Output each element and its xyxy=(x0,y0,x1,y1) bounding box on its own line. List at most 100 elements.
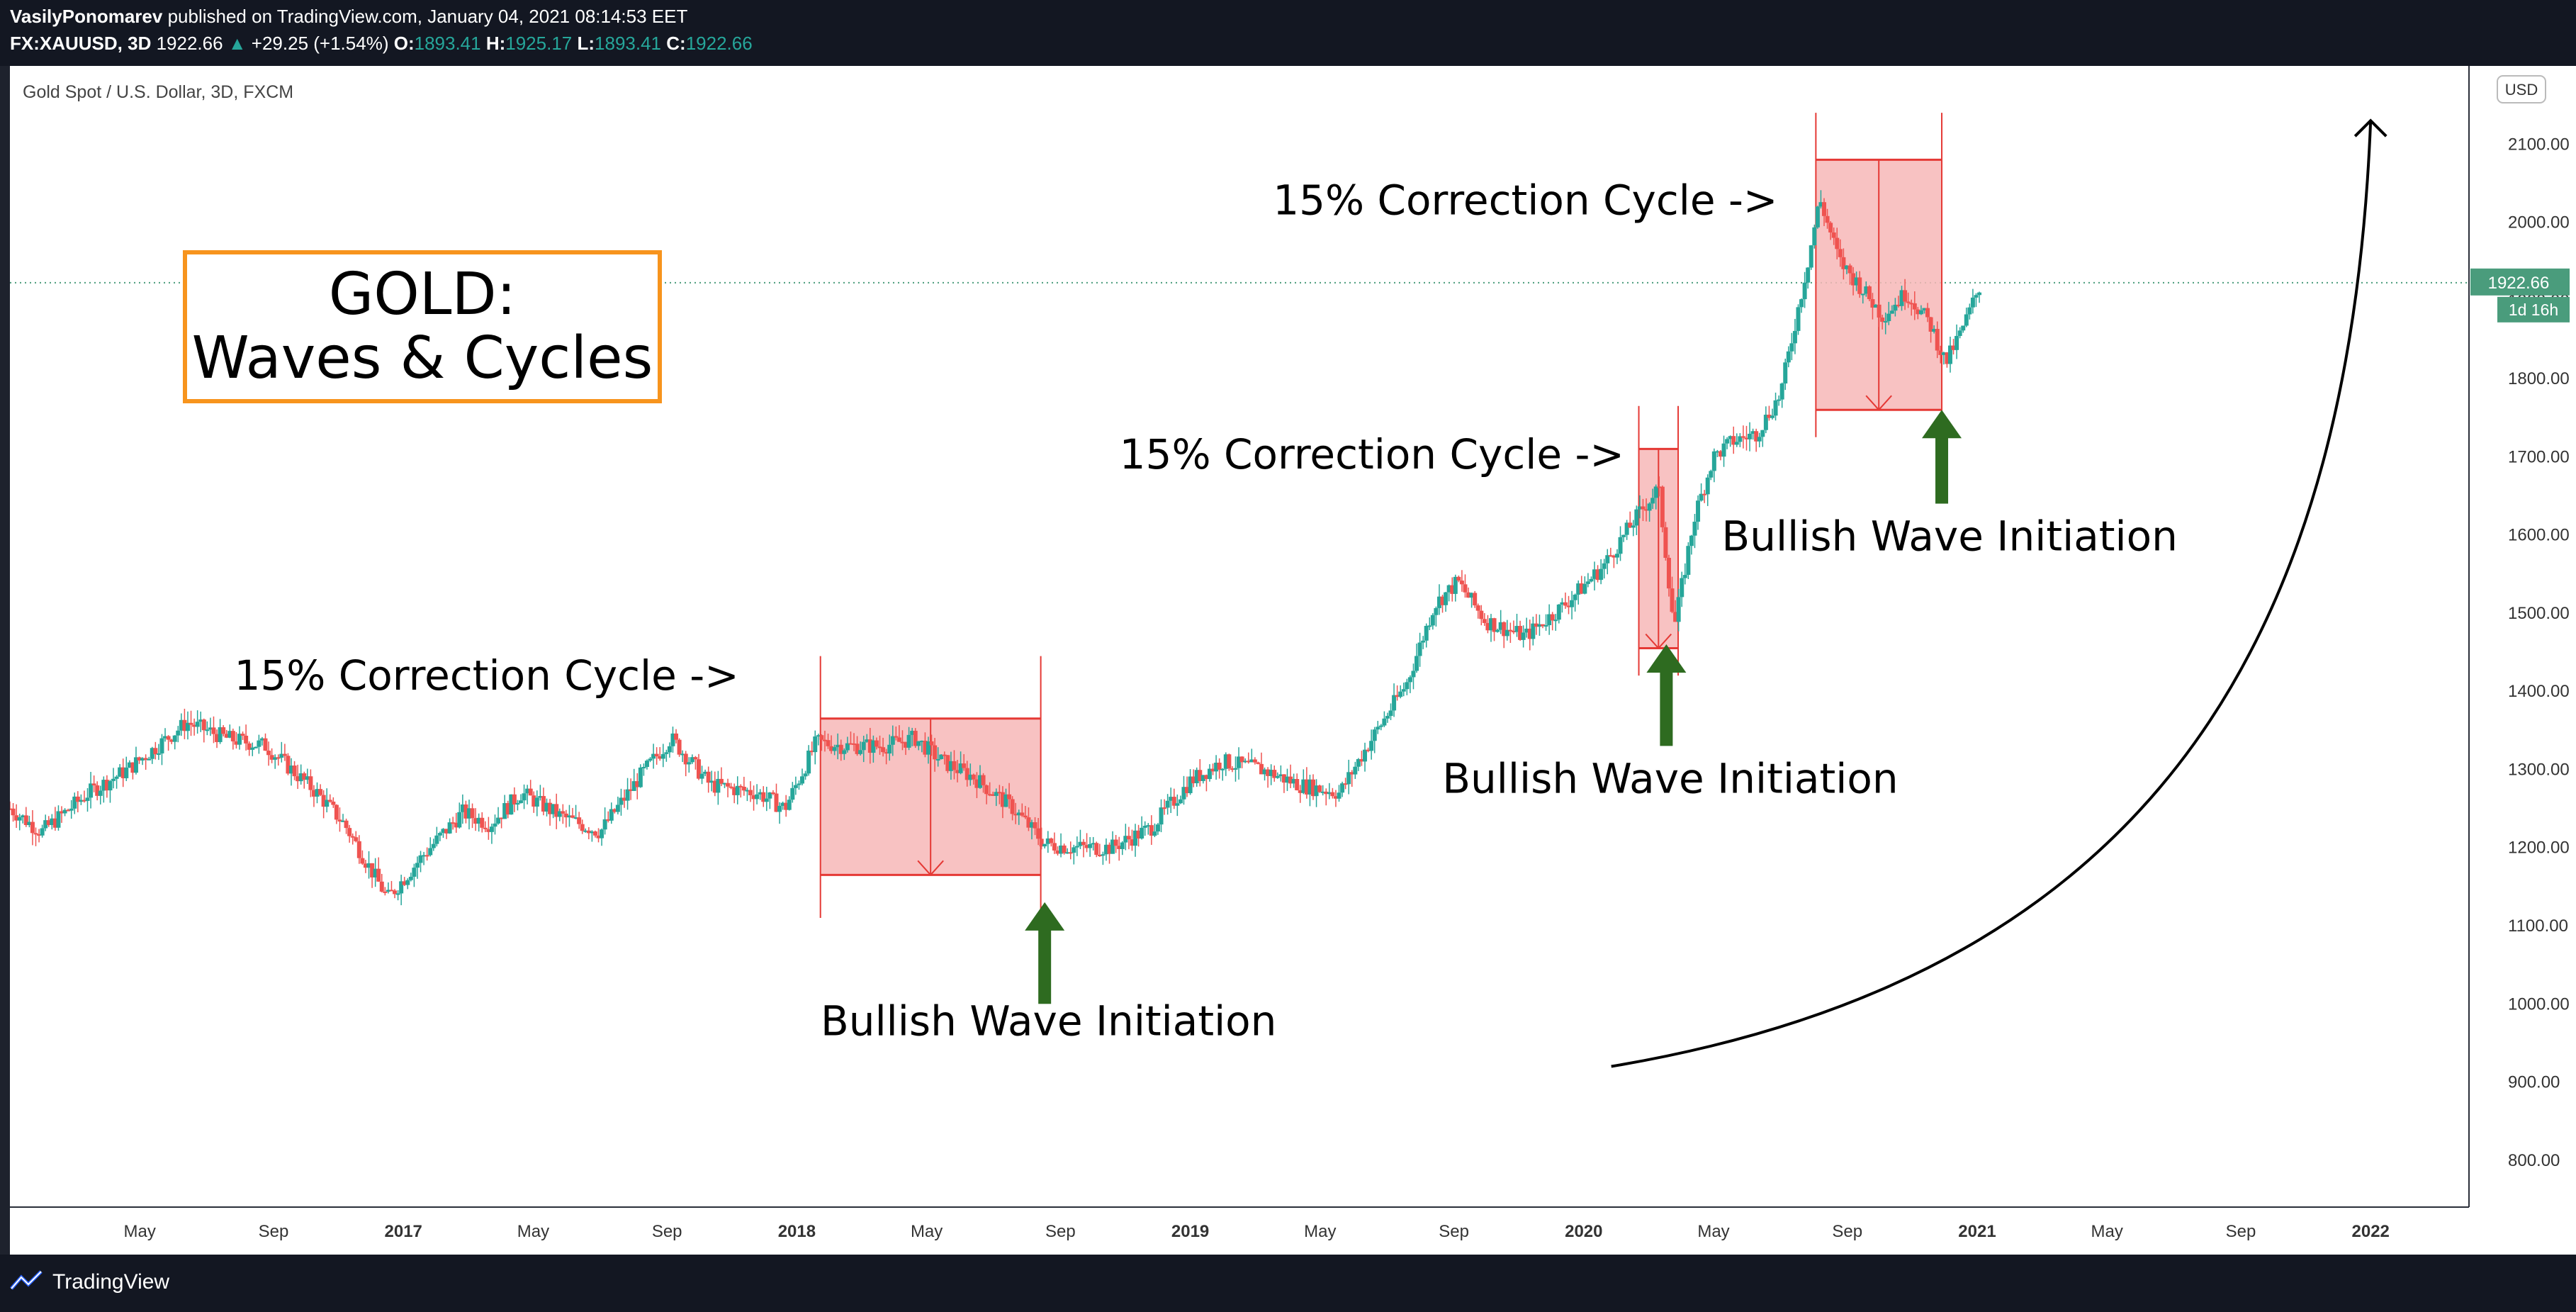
candle-body xyxy=(800,776,805,784)
candle-body xyxy=(1777,399,1782,401)
candle-body xyxy=(1818,202,1823,207)
candle-body xyxy=(1417,642,1422,656)
candle-body xyxy=(1928,317,1933,332)
footer-brand[interactable]: TradingView xyxy=(52,1270,170,1294)
candle-body xyxy=(257,740,261,747)
candle-body xyxy=(240,734,245,736)
candle-body xyxy=(1592,569,1597,579)
candle-body xyxy=(56,811,61,828)
candle-body xyxy=(1020,812,1025,816)
candle-body xyxy=(881,747,886,753)
candle-body xyxy=(1860,293,1865,296)
candle-body xyxy=(894,736,899,738)
candle-body xyxy=(1346,772,1351,785)
title-box-line1: GOLD: xyxy=(329,261,517,328)
candle-body xyxy=(774,793,779,812)
author-name[interactable]: VasilyPonomarev xyxy=(10,6,163,27)
candle-body xyxy=(276,757,281,759)
y-tick-label: 1300.00 xyxy=(2508,760,2570,779)
candle-body xyxy=(1864,286,1869,294)
bullish-wave-label: Bullish Wave Initiation xyxy=(1721,512,2177,561)
high-value: 1925.17 xyxy=(505,33,573,54)
candle-body xyxy=(75,796,80,802)
candle-body xyxy=(1711,451,1716,471)
high-label: H: xyxy=(485,33,506,54)
candle-body xyxy=(939,754,944,759)
candle-body xyxy=(1763,415,1768,430)
candle-body xyxy=(111,778,116,781)
candle-body xyxy=(1605,555,1610,564)
candle-body xyxy=(1473,593,1478,606)
candle-body xyxy=(997,792,1002,794)
candle-body xyxy=(1783,362,1788,384)
tradingview-logo-icon[interactable] xyxy=(10,1267,45,1296)
price-chart[interactable]: Gold Spot / U.S. Dollar, 3D, FXCM 15% Co… xyxy=(10,66,2576,1255)
candle-body xyxy=(201,719,206,731)
candle-body xyxy=(602,819,607,830)
candle-body xyxy=(1237,756,1242,768)
candle-body xyxy=(1285,776,1290,783)
candle-body xyxy=(1072,847,1076,853)
candle-body xyxy=(1459,581,1464,585)
candle-body xyxy=(1740,436,1745,438)
candle-body xyxy=(205,729,210,731)
candle-body xyxy=(91,783,96,786)
candle-body xyxy=(651,753,656,759)
candle-body xyxy=(1278,774,1283,776)
candle-body xyxy=(1653,486,1658,498)
candle-body xyxy=(874,740,879,747)
candle-body xyxy=(21,815,26,817)
time-axis[interactable] xyxy=(10,1207,2576,1255)
correction-cycle-label: 15% Correction Cycle -> xyxy=(1120,430,1624,478)
candle-body xyxy=(1877,304,1882,318)
candle-body xyxy=(302,773,307,780)
candle-body xyxy=(1498,622,1503,630)
close-label: C: xyxy=(666,33,686,54)
price-tag-value: 1922.66 xyxy=(2488,274,2550,293)
candle-body xyxy=(919,741,924,743)
candle-body xyxy=(942,754,947,756)
annotations: 15% Correction Cycle -> 15% Correction Cy… xyxy=(234,176,2177,1045)
price-axis[interactable] xyxy=(2469,66,2576,1207)
candle-body xyxy=(50,818,55,825)
price-tag-bg xyxy=(2470,268,2570,296)
countdown-bg xyxy=(2497,296,2570,323)
x-tick-label: Sep xyxy=(259,1222,289,1241)
candle-body xyxy=(447,822,452,834)
candle-body xyxy=(644,761,649,768)
candle-body xyxy=(1266,769,1271,776)
candle-body xyxy=(1243,761,1248,763)
candle-body xyxy=(269,755,274,760)
projection-curve-line xyxy=(1611,120,2373,1068)
candle-body xyxy=(221,727,226,734)
candle-body xyxy=(1828,223,1833,232)
candle-body xyxy=(279,753,284,758)
candle-body xyxy=(1767,415,1772,418)
usd-badge[interactable]: USD xyxy=(2497,75,2546,103)
candle-body xyxy=(1113,839,1118,846)
candle-body xyxy=(696,759,701,779)
candle-body xyxy=(169,739,174,742)
candle-body xyxy=(1854,277,1859,286)
candles xyxy=(10,190,1982,906)
candle-body xyxy=(1867,286,1872,300)
x-tick-label: 2021 xyxy=(1958,1222,1996,1241)
candle-body xyxy=(286,756,291,774)
candle-body xyxy=(1055,850,1060,854)
candle-body xyxy=(118,767,123,777)
candle-body xyxy=(418,855,423,863)
candle-body xyxy=(1078,841,1083,846)
candle-body xyxy=(327,800,332,802)
candle-body xyxy=(1042,843,1047,847)
candle-body xyxy=(1899,290,1904,306)
countdown-value: 1d 16h xyxy=(2509,301,2558,319)
candle-body xyxy=(1779,383,1784,400)
candle-body xyxy=(1204,775,1209,780)
candle-body xyxy=(748,790,753,795)
candle-body xyxy=(561,811,566,814)
candle-body xyxy=(1799,299,1804,308)
candle-body xyxy=(1631,525,1636,528)
candle-body xyxy=(81,800,86,802)
candle-body xyxy=(848,743,853,745)
candle-body xyxy=(1369,741,1374,751)
